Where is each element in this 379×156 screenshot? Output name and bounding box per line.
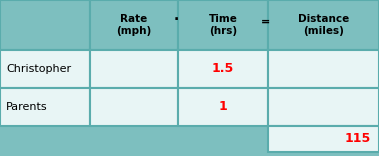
Text: =: = <box>262 17 271 27</box>
Bar <box>268 50 379 88</box>
Text: Distance
(miles): Distance (miles) <box>298 14 349 36</box>
Bar <box>268 126 379 152</box>
Bar <box>90 50 178 88</box>
Bar <box>0 0 90 50</box>
Bar <box>90 0 178 50</box>
Bar <box>178 50 268 88</box>
Text: Parents: Parents <box>6 102 48 112</box>
Bar <box>90 88 178 126</box>
Bar <box>0 50 90 88</box>
Bar <box>0 88 90 126</box>
Bar <box>268 88 379 126</box>
Text: Time
(hrs): Time (hrs) <box>208 14 237 36</box>
Text: 1: 1 <box>219 100 227 114</box>
Bar <box>178 88 268 126</box>
Text: Christopher: Christopher <box>6 64 71 74</box>
Text: 1.5: 1.5 <box>212 63 234 76</box>
Text: Rate
(mph): Rate (mph) <box>116 14 152 36</box>
Bar <box>268 0 379 50</box>
Text: 115: 115 <box>345 132 371 146</box>
Bar <box>178 0 268 50</box>
Text: ·: · <box>173 13 179 27</box>
